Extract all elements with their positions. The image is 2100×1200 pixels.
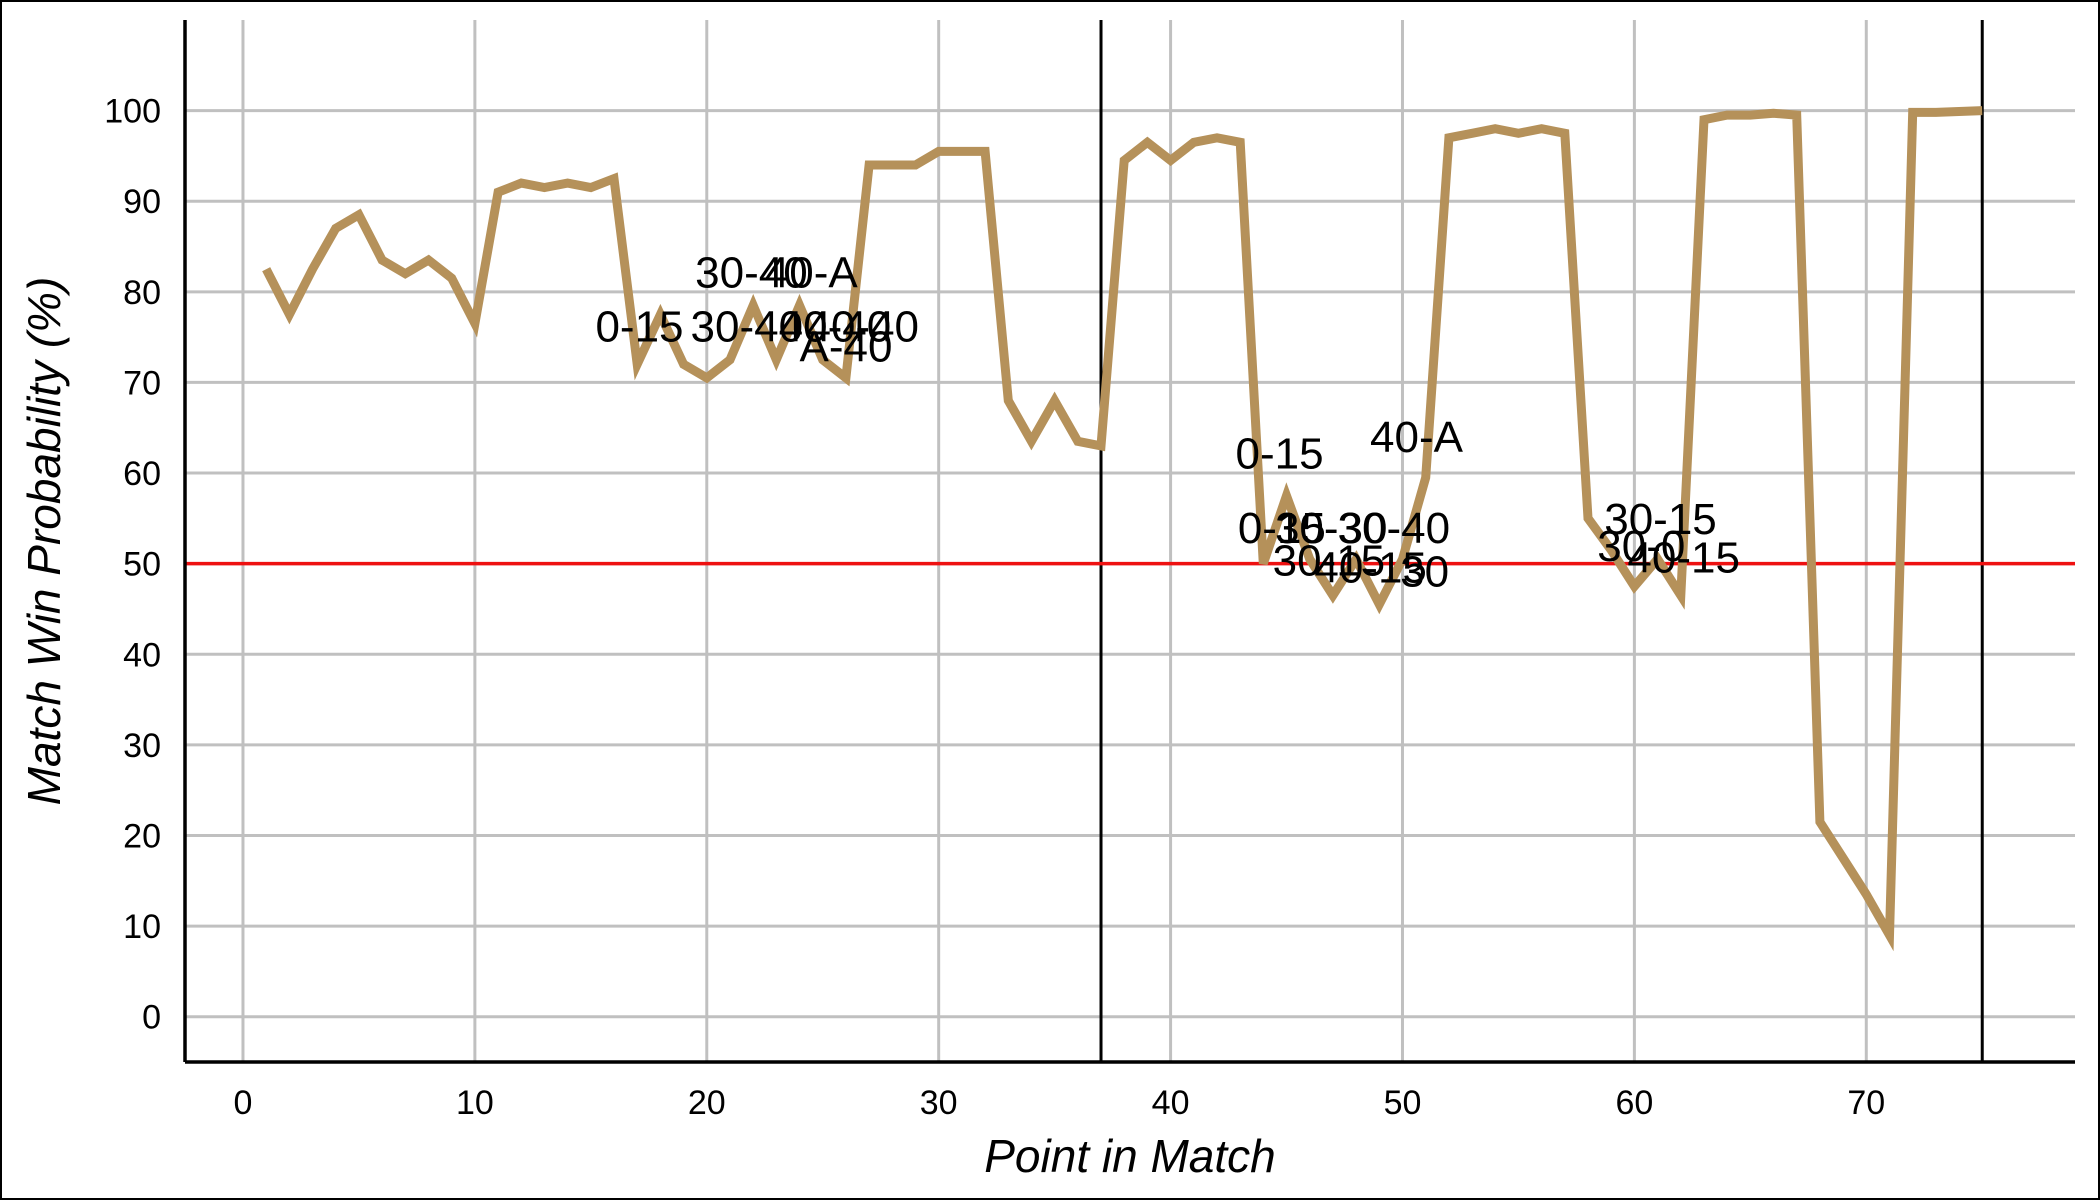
x-axis-title: Point in Match xyxy=(984,1130,1275,1182)
grid xyxy=(185,20,2075,1062)
x-tick-label: 30 xyxy=(920,1084,958,1122)
score-annotation: 30-30 xyxy=(1275,504,1388,553)
y-tick-label: 100 xyxy=(104,93,161,131)
score-annotation: 40-15 xyxy=(1627,534,1740,583)
x-tick-label: 70 xyxy=(1847,1084,1885,1122)
x-tick-label: 20 xyxy=(688,1084,726,1122)
score-annotation: 40-40 xyxy=(779,303,892,352)
score-annotation: A-40 xyxy=(800,323,893,372)
y-tick-label: 90 xyxy=(123,183,161,221)
y-tick-label: 70 xyxy=(123,364,161,402)
score-annotation: 40-A xyxy=(1370,413,1464,462)
y-tick-label: 20 xyxy=(123,817,161,855)
score-annotation: 0-15 xyxy=(1236,430,1324,479)
tick-labels: 0 10 20 30 40 50 60 70 0 10 20 30 40 50 60 70 80 90 100 xyxy=(104,93,1885,1122)
score-annotation: 30-40 xyxy=(695,248,808,297)
y-tick-label: 60 xyxy=(123,455,161,493)
score-annotation: 40-40 xyxy=(806,303,919,352)
score-annotation: 0-15 xyxy=(1238,504,1326,553)
axes xyxy=(183,20,2075,1064)
x-tick-label: 0 xyxy=(234,1084,253,1122)
score-annotation: 30 xyxy=(1400,547,1449,596)
x-tick-label: 10 xyxy=(456,1084,494,1122)
set-boundary-lines xyxy=(1099,20,1984,1062)
y-tick-label: 50 xyxy=(123,546,161,584)
y-tick-label: 30 xyxy=(123,727,161,765)
score-annotation: 0-15 xyxy=(595,303,683,352)
y-tick-label: 10 xyxy=(123,908,161,946)
series-group xyxy=(262,106,1983,952)
y-tick-label: 80 xyxy=(123,274,161,312)
win-probability-line xyxy=(262,106,1983,952)
x-tick-label: 60 xyxy=(1615,1084,1653,1122)
x-tick-label: 50 xyxy=(1384,1084,1422,1122)
y-tick-label: 40 xyxy=(123,636,161,674)
score-annotation: 40-A xyxy=(765,248,859,297)
score-annotation: 30-15 xyxy=(1604,495,1717,544)
score-annotation: 30-15 xyxy=(1273,536,1386,585)
y-axis-title: Match Win Probability (%) xyxy=(18,277,70,806)
score-annotation: 30-40 xyxy=(691,303,804,352)
score-annotation: 30-0 xyxy=(1597,522,1685,571)
y-tick-label: 0 xyxy=(142,999,161,1037)
x-tick-label: 40 xyxy=(1152,1084,1190,1122)
score-annotation: 30-40 xyxy=(1338,504,1451,553)
score-annotation: 40-15 xyxy=(1314,544,1427,593)
